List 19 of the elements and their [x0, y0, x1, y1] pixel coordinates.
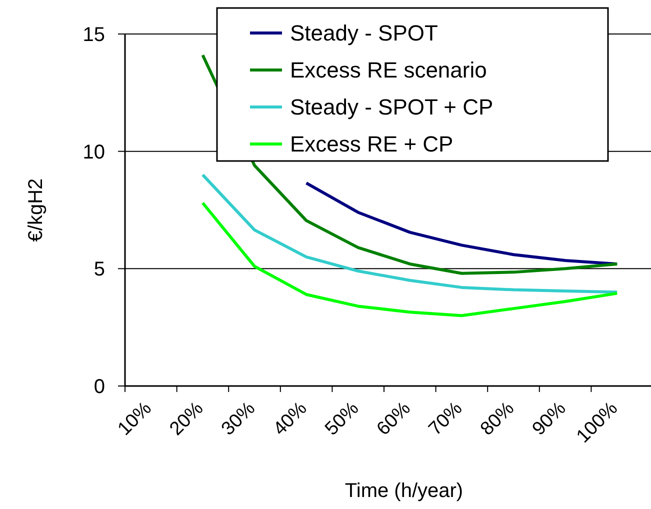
x-tick-label: 90%	[528, 398, 570, 440]
x-tick-label: 80%	[476, 398, 519, 440]
legend-label: Steady - SPOT + CP	[290, 94, 494, 120]
y-tick-label: 10	[82, 141, 105, 164]
x-axis-title: Time (h/year)	[344, 480, 464, 502]
y-tick-label: 15	[82, 24, 105, 46]
y-tick-label: 0	[94, 376, 105, 398]
y-axis-title: €/kgH2	[25, 178, 47, 242]
x-tick-label: 60%	[373, 398, 415, 440]
x-tick-label: 70%	[424, 398, 467, 440]
line-series	[201, 201, 619, 318]
x-tick-label: 40%	[270, 398, 312, 440]
x-tick-label: 50%	[321, 398, 364, 440]
legend-label: Excess RE + CP	[290, 132, 454, 157]
y-tick-label: 5	[94, 258, 105, 281]
x-tick-label: 30%	[218, 398, 260, 440]
legend-label: Excess RE scenario	[290, 58, 487, 83]
line-series	[201, 173, 619, 294]
legend-label: Steady - SPOT	[290, 20, 438, 46]
